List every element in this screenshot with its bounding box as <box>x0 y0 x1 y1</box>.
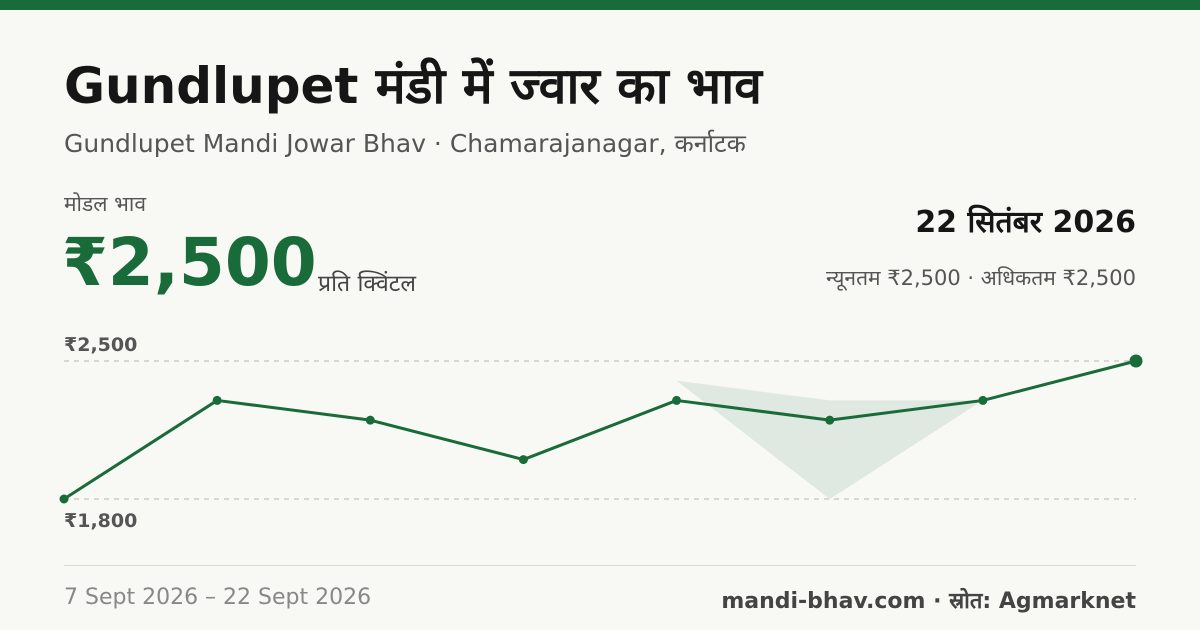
price-unit: प्रति क्विंटल <box>318 271 416 297</box>
page-subtitle: Gundlupet Mandi Jowar Bhav · Chamarajana… <box>64 129 746 158</box>
data-point <box>1129 354 1143 368</box>
modal-price-line <box>62 359 1138 501</box>
data-point <box>672 395 682 405</box>
footer-divider <box>64 565 1136 566</box>
data-point <box>825 415 835 425</box>
data-point <box>59 494 69 504</box>
data-points <box>59 354 1143 504</box>
y-tick-label-bottom: ₹1,800 <box>64 510 137 532</box>
data-point <box>978 395 988 405</box>
min-max-band <box>64 341 1136 499</box>
date-range: 7 Sept 2026 – 22 Sept 2026 <box>64 585 372 610</box>
data-point <box>365 415 375 425</box>
price-date: 22 सितंबर 2026 <box>915 205 1136 240</box>
y-tick-label-top: ₹2,500 <box>64 334 137 356</box>
modal-price-label: मोडल भाव <box>64 192 147 216</box>
top-accent-bar <box>0 0 1200 10</box>
source-credit: mandi-bhav.com · स्रोत: Agmarknet <box>721 589 1136 614</box>
min-max-prices: न्यूनतम ₹2,500 · अधिकतम ₹2,500 <box>826 266 1136 290</box>
series-line <box>62 359 1138 501</box>
data-point <box>518 455 528 465</box>
page-title: Gundlupet मंडी में ज्वार का भाव <box>64 57 762 115</box>
data-point <box>212 395 222 405</box>
modal-price-value: ₹2,500 <box>62 224 317 301</box>
min-max-band-area <box>64 341 1136 499</box>
